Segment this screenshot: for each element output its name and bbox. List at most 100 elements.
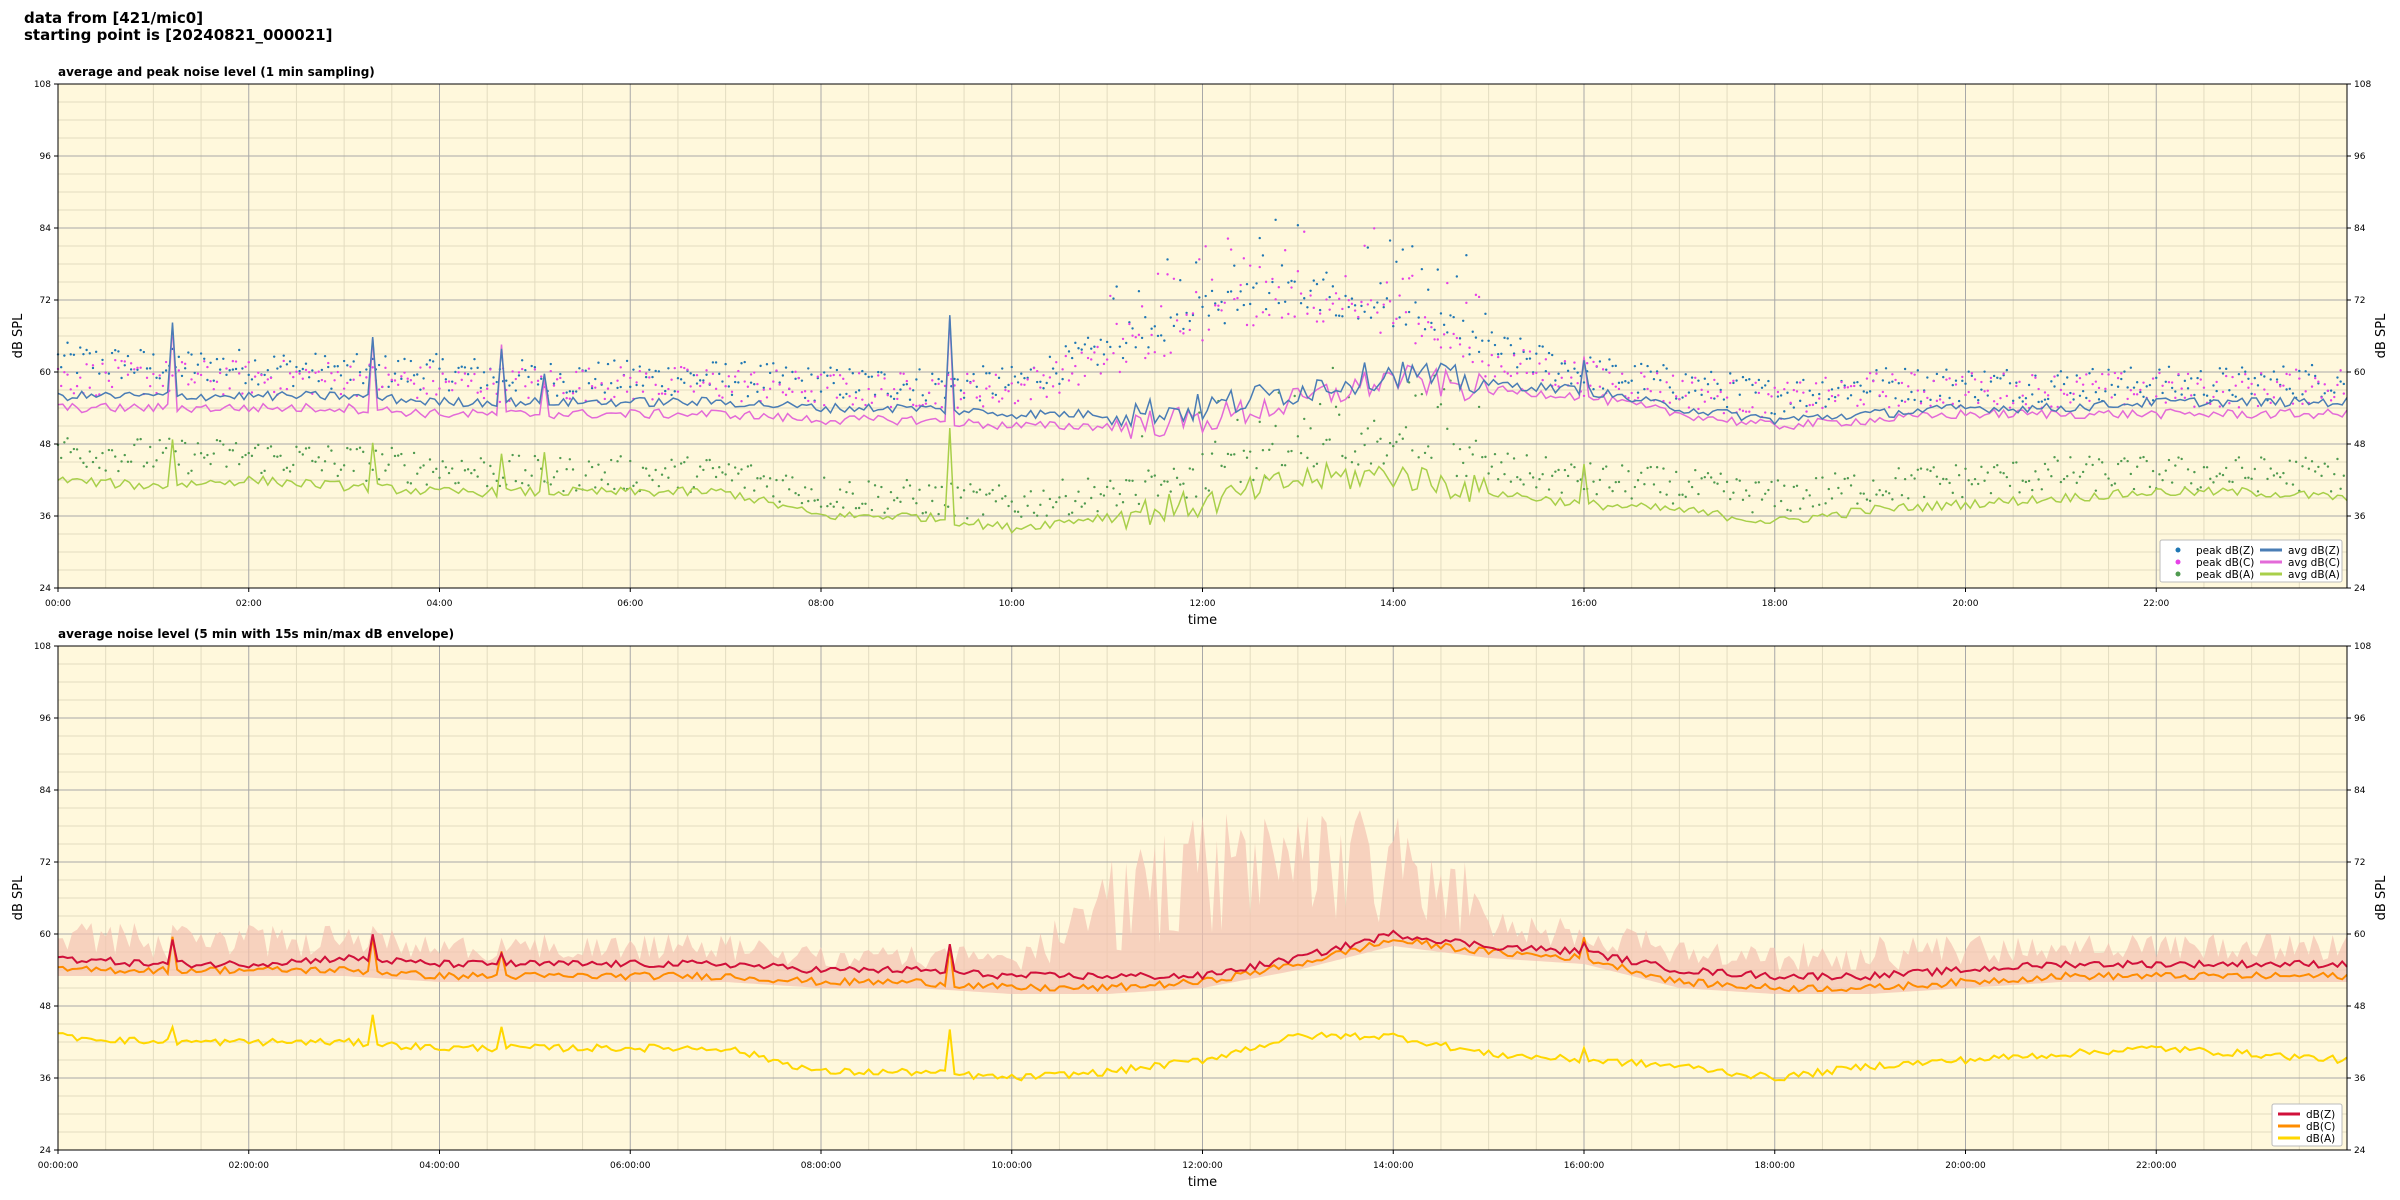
peak-point <box>2333 472 2336 476</box>
peak-point <box>2104 390 2107 393</box>
peak-point <box>1541 473 1544 476</box>
peak-point <box>1067 513 1071 516</box>
peak-point <box>148 445 152 449</box>
peak-point <box>714 387 718 391</box>
peak-point <box>1674 397 1678 400</box>
peak-point <box>657 370 661 373</box>
peak-point <box>924 402 928 405</box>
peak-point <box>447 389 451 392</box>
peak-point <box>956 378 959 381</box>
peak-point <box>2050 474 2053 478</box>
peak-point <box>959 389 963 392</box>
peak-point <box>1252 478 1255 482</box>
y-tick-label: 60 <box>40 368 52 378</box>
peak-point <box>1083 374 1087 378</box>
peak-point <box>72 447 76 451</box>
peak-point <box>2339 487 2342 490</box>
peak-point <box>552 476 556 479</box>
peak-point <box>1684 394 1687 398</box>
peak-point <box>857 506 861 510</box>
legend-label: peak dB(A) <box>2196 569 2254 581</box>
peak-point <box>1566 474 1570 478</box>
peak-point <box>991 392 994 395</box>
peak-point <box>946 505 950 508</box>
peak-point <box>508 384 511 387</box>
peak-point <box>803 396 807 400</box>
peak-point <box>1220 309 1223 312</box>
y-tick-label: 84 <box>40 224 52 234</box>
peak-point <box>2129 366 2133 369</box>
peak-point <box>129 460 133 463</box>
peak-point <box>1919 402 1923 405</box>
peak-point <box>69 450 72 454</box>
peak-point <box>2253 393 2257 396</box>
peak-point <box>101 358 104 362</box>
peak-point <box>753 371 756 374</box>
peak-point <box>1872 479 1875 482</box>
peak-point <box>851 372 854 375</box>
peak-point <box>1757 391 1761 395</box>
peak-point <box>330 449 333 452</box>
peak-point <box>1614 385 1617 388</box>
peak-point <box>2142 381 2145 384</box>
peak-point <box>2221 473 2225 477</box>
peak-point <box>679 365 683 369</box>
peak-point <box>1369 299 1373 302</box>
peak-point <box>1372 306 1376 309</box>
peak-point <box>520 359 524 362</box>
peak-point <box>1306 306 1309 309</box>
peak-point <box>1617 381 1621 385</box>
peak-point <box>2317 465 2320 469</box>
peak-point <box>2320 474 2323 478</box>
peak-point <box>1032 366 1036 370</box>
peak-point <box>2224 466 2228 470</box>
peak-point <box>1589 462 1592 465</box>
peak-point <box>1935 372 1939 376</box>
peak-point <box>180 361 184 364</box>
peak-point <box>1220 464 1223 468</box>
peak-point <box>114 358 117 362</box>
peak-point <box>358 446 362 449</box>
peak-point <box>1255 466 1258 470</box>
peak-point <box>940 380 944 383</box>
peak-point <box>705 373 708 376</box>
page-header: data from [421/mic0] starting point is [… <box>24 10 332 44</box>
peak-point <box>2078 376 2082 380</box>
peak-point <box>832 381 835 385</box>
peak-point <box>1643 387 1646 391</box>
peak-point <box>794 377 797 381</box>
peak-point <box>822 403 826 407</box>
peak-point <box>829 366 832 369</box>
peak-point <box>2158 368 2161 371</box>
peak-point <box>384 469 387 472</box>
peak-point <box>1328 295 1331 299</box>
peak-point <box>330 387 333 390</box>
peak-point <box>1528 357 1532 360</box>
peak-point <box>2015 461 2018 464</box>
peak-point <box>950 385 953 388</box>
peak-point <box>1039 386 1042 389</box>
peak-point <box>2269 401 2272 405</box>
peak-point <box>158 438 161 442</box>
peak-point <box>129 368 133 371</box>
peak-point <box>1783 388 1786 391</box>
peak-point <box>1042 374 1045 377</box>
peak-point <box>606 362 610 366</box>
peak-point <box>2212 395 2215 399</box>
y-tick-label: 36 <box>40 1074 52 1084</box>
peak-point <box>152 353 155 356</box>
peak-point <box>1496 353 1500 356</box>
peak-point <box>1096 363 1099 366</box>
peak-point <box>1795 381 1799 384</box>
peak-point <box>2097 458 2101 461</box>
peak-point <box>390 378 394 382</box>
peak-point <box>1029 398 1033 401</box>
peak-point <box>1086 336 1090 340</box>
peak-point <box>1821 476 1824 479</box>
peak-point <box>2317 382 2320 385</box>
peak-point <box>981 513 985 516</box>
y-tick-label: 84 <box>2354 224 2366 234</box>
peak-point <box>1935 399 1939 403</box>
peak-point <box>1716 482 1719 485</box>
peak-point <box>1942 477 1945 481</box>
